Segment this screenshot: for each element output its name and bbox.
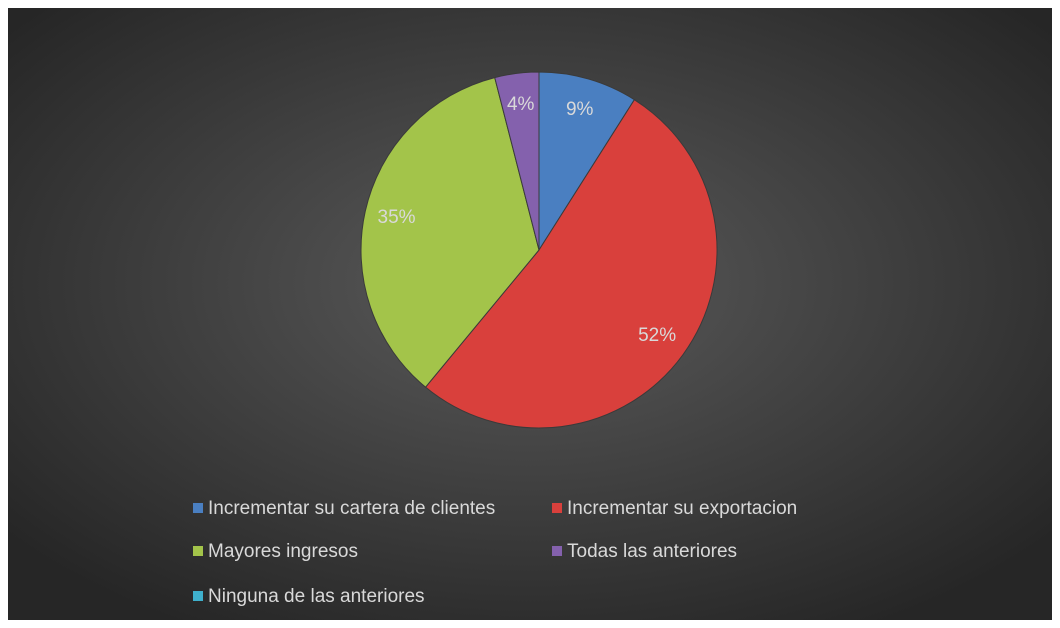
legend-label: Incrementar su cartera de clientes <box>208 498 495 519</box>
legend-swatch <box>552 503 562 513</box>
legend-swatch <box>193 546 203 556</box>
data-label: 9% <box>566 99 594 120</box>
pie-slice <box>424 99 718 429</box>
data-label: 35% <box>378 207 416 228</box>
legend-label: Ninguna de las anteriores <box>208 586 425 607</box>
pie-slice <box>538 71 636 252</box>
legend-swatch <box>552 546 562 556</box>
data-label: 4% <box>507 94 535 115</box>
legend-label: Mayores ingresos <box>208 541 358 562</box>
legend-swatch <box>193 503 203 513</box>
data-label: 52% <box>638 325 676 346</box>
legend-label: Incrementar su exportacion <box>567 498 797 519</box>
legend-label: Todas las anteriores <box>567 541 737 562</box>
pie-slice <box>360 76 540 388</box>
legend-swatch <box>193 591 203 601</box>
